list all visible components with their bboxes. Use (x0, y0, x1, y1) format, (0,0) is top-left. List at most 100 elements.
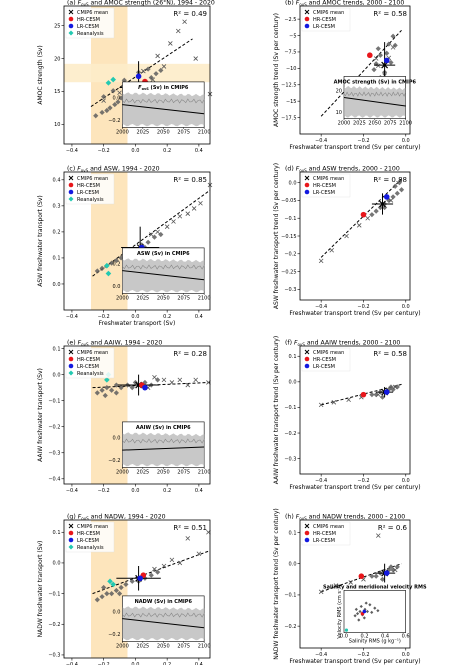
model-diamond (386, 197, 392, 204)
inset-x-tick-label: 2100 (399, 121, 412, 127)
model-cross (373, 56, 379, 61)
inset-y-tick-label: −0.2 (108, 632, 120, 638)
r-squared: R² = 0.6 (378, 524, 408, 532)
regression-line (92, 550, 211, 595)
y-tick-label: 25 (54, 24, 60, 30)
hr-cesm-marker (358, 573, 365, 579)
legend-label: HR-CESM (77, 357, 100, 363)
model-diamond (99, 387, 105, 393)
model-cross (193, 56, 198, 61)
r-squared: R² = 0.58 (373, 350, 407, 358)
inset-x-tick-label: 2000 (338, 121, 351, 127)
inset-trend-line (122, 104, 205, 115)
title-subscript: ovS (81, 168, 89, 173)
x-tick-label: 0.0 (131, 314, 139, 320)
inset-title: NADW (Sv) in CMIP6 (135, 599, 193, 605)
inset-x-tick-label: 0.4 (381, 634, 389, 640)
model-cross (388, 198, 394, 203)
x-axis-label: Freshwater transport trend (Sv per centu… (289, 658, 420, 665)
model-cross (169, 557, 175, 563)
model-diamond (129, 385, 135, 391)
model-cross (101, 98, 106, 103)
lr-cesm-marker (135, 73, 142, 80)
title-suffix: and ASW trends, 2000 - 2100 (307, 166, 400, 173)
legend-cmip6-marker (68, 9, 74, 15)
inset-reanalysis-marker (344, 628, 349, 632)
inset-y-tick-label: 0.0 (112, 95, 120, 101)
model-diamond (392, 183, 398, 189)
inset-title-subscript: ovS (142, 87, 150, 91)
inset-lr-marker (362, 609, 367, 614)
inset-x-tick-label: 2050 (157, 469, 170, 475)
y-tick-label: 0.0 (53, 282, 61, 288)
inset-y-tick-label: −0.2 (108, 118, 120, 124)
title-symbol: F (78, 514, 82, 521)
model-cross (155, 229, 160, 235)
title-subscript: ovS (81, 342, 89, 347)
model-diamond (379, 394, 386, 400)
model-cross (161, 377, 167, 383)
legend-lr-marker (68, 537, 74, 543)
panel-d: −0.4 −0.2 0.0 −0.3 −0.25 −0.2 −0.15 −0.1 −0.05 0.… (273, 163, 421, 317)
legend-label: CMIP6 mean (77, 10, 108, 16)
inset-variability (122, 438, 205, 444)
x-tick-label: 0.4 (195, 314, 203, 320)
legend-hr-marker (68, 530, 74, 536)
model-diamond (99, 594, 105, 600)
model-diamond (371, 67, 377, 73)
model-cross (175, 28, 181, 34)
y-tick-label: −10 (286, 66, 297, 72)
x-tick-label: −0.2 (98, 148, 110, 154)
model-cross (171, 219, 176, 224)
x-tick-label: −0.2 (98, 662, 110, 665)
legend-cmip6-marker (304, 9, 310, 15)
inset-title: AMOC strength (Sv) in CMIP6 (334, 79, 417, 85)
panel-e: −0.4 −0.2 0.0 0.2 0.4 −0.4 −0.3 −0.2 −0.1 0.0 0.1 (… (37, 340, 211, 494)
panel-title: (a) FovS and AMOC strength (26°N), 1994 … (67, 0, 215, 7)
x-tick-label: −0.4 (66, 314, 78, 320)
reanalysis-marker (110, 581, 116, 588)
x-tick-label: 0.0 (402, 138, 410, 144)
model-cross (155, 53, 160, 59)
model-cross (141, 68, 146, 74)
model-cross (164, 224, 170, 229)
inset-trend-line (122, 446, 205, 451)
model-diamond (369, 212, 375, 218)
y-axis-label: NADW freshwater transport trend (Sv per … (273, 508, 280, 659)
model-cross (318, 402, 324, 408)
inset-x-tick-label: 2000 (116, 295, 129, 301)
legend-lr-marker (304, 363, 310, 369)
title-subscript: ovS (299, 516, 307, 521)
inset-title: ASW (Sv) in CMIP6 (137, 251, 190, 257)
model-diamond (392, 42, 398, 48)
y-axis-label: ASW freshwater transport (Sv) (37, 195, 44, 287)
lr-cesm-marker (142, 384, 148, 391)
inset-frame (343, 590, 406, 633)
legend-box (65, 7, 115, 39)
model-diamond (113, 390, 119, 396)
inset-x-tick-label: 0.0 (340, 634, 348, 640)
legend-cmip6-marker (68, 349, 74, 355)
model-diamond (94, 597, 100, 603)
inset-x-tick-label: 2100 (198, 295, 211, 301)
inset-x-tick-label: 2075 (177, 129, 190, 135)
y-tick-label: 0.1 (289, 354, 297, 360)
legend-label: CMIP6 mean (313, 524, 344, 530)
inset-diamond (357, 618, 361, 622)
y-tick-label: 10 (54, 122, 60, 128)
inset-diamond (355, 612, 360, 616)
y-axis-label: NADW freshwater transport (Sv) (37, 541, 44, 638)
title-symbol: F (294, 340, 298, 347)
x-tick-label: 0.2 (163, 148, 171, 154)
model-cross (193, 377, 198, 383)
model-cross (392, 567, 398, 573)
inset-variability (122, 264, 205, 270)
inset-x-tick-label: 2050 (157, 129, 170, 135)
x-tick-label: −0.4 (315, 138, 327, 144)
model-diamond (373, 61, 379, 67)
panel-title: (b) FovS and AMOC trends, 2000 - 2100 (285, 0, 404, 7)
inset-x-tick-label: 2075 (384, 121, 397, 127)
model-diamond (121, 77, 127, 83)
y-tick-label: 0.0 (289, 180, 297, 186)
